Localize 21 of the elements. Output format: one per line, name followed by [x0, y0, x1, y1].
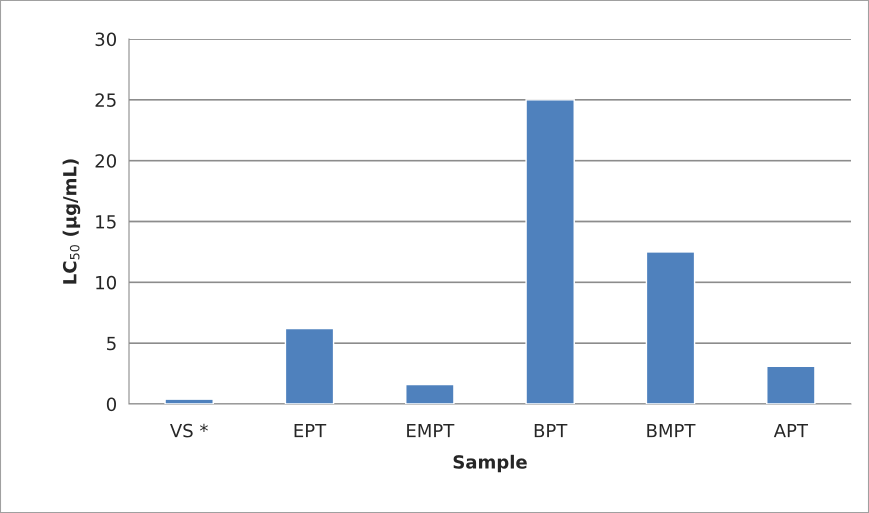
- y-tick-label: 10: [96, 276, 116, 290]
- bar: [766, 366, 816, 404]
- x-tick-label: APT: [774, 424, 808, 438]
- x-axis-title: Sample: [454, 454, 527, 472]
- bar: [525, 99, 575, 404]
- x-tick-label: BMPT: [647, 424, 696, 438]
- y-tick-label: 20: [96, 154, 116, 168]
- x-tick-label: EMPT: [407, 424, 454, 438]
- y-axis-title: LC$_{50}$ (µg/mL): [62, 159, 80, 284]
- x-tick-label: EPT: [294, 424, 326, 438]
- y-tick-label: 5: [107, 336, 116, 350]
- bar: [164, 398, 214, 404]
- bar: [405, 384, 455, 404]
- x-tick-label: VS *: [170, 424, 208, 438]
- bar: [284, 328, 334, 404]
- y-tick-label: 0: [106, 397, 116, 412]
- x-tick-label: BPT: [534, 424, 568, 438]
- y-tick-label: 25: [96, 93, 116, 107]
- bar: [646, 251, 696, 404]
- y-tick-label: 15: [96, 215, 116, 229]
- y-tick-label: 30: [96, 32, 116, 46]
